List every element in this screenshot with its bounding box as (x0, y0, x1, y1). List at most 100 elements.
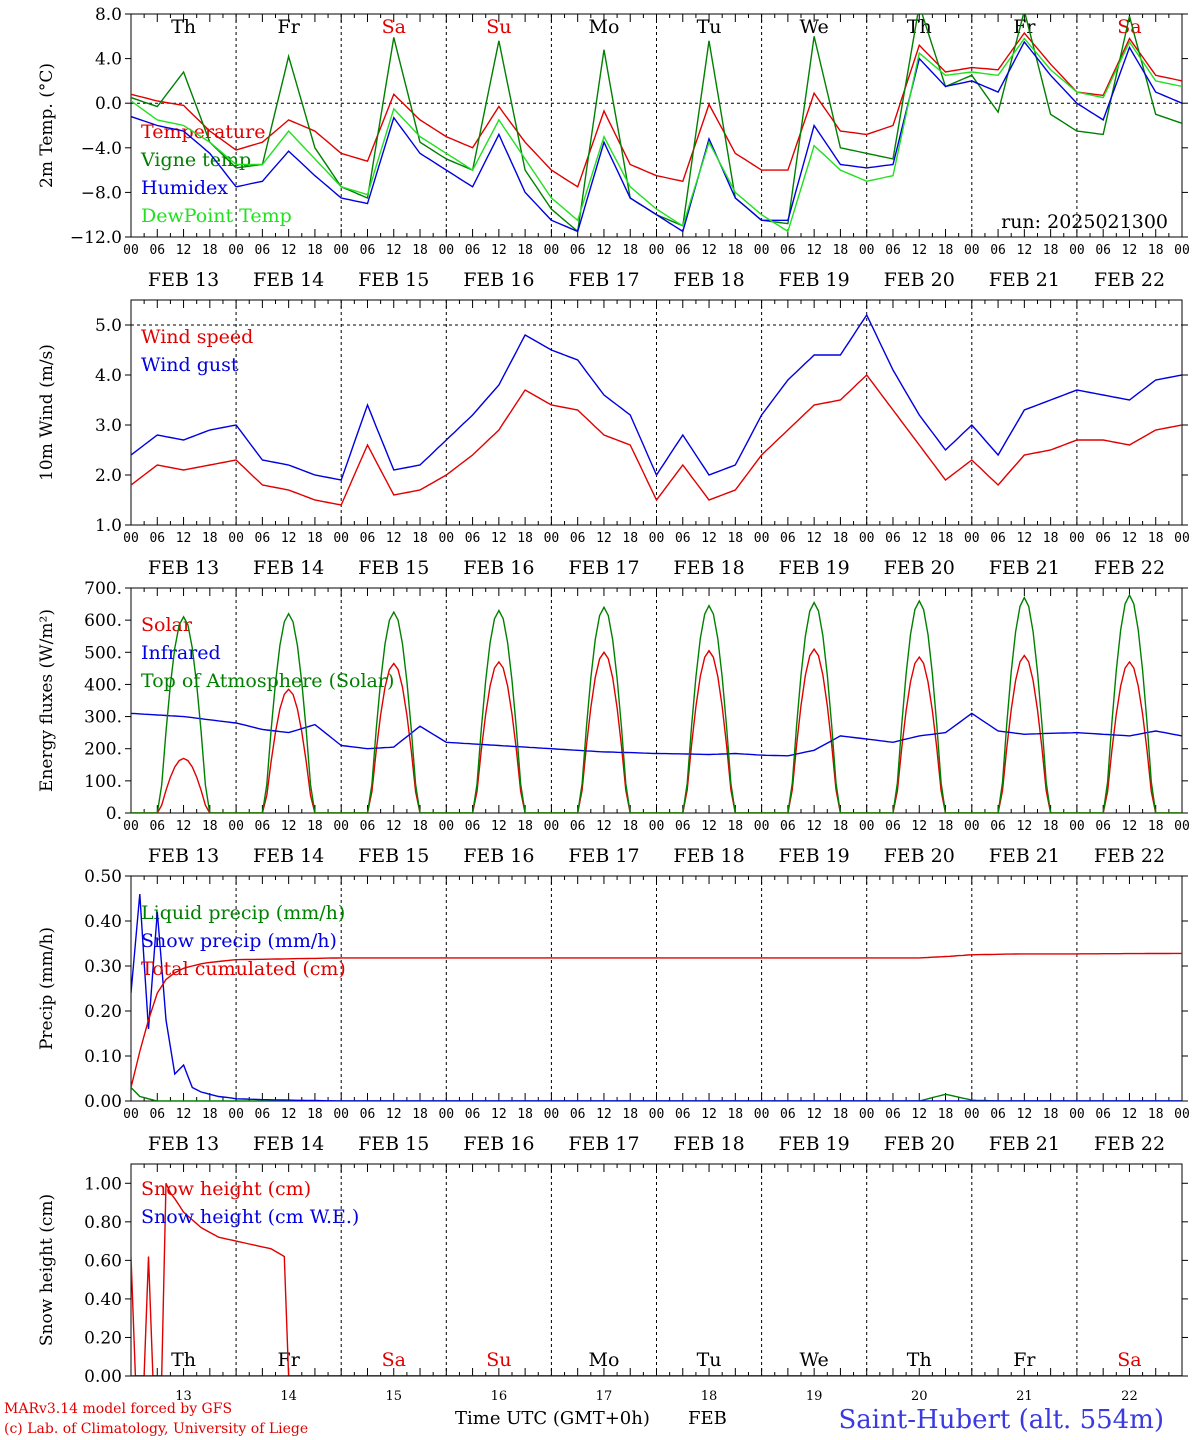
x-hour-label: 00 (1174, 1107, 1190, 1122)
x-hour-label: 06 (360, 819, 376, 834)
y-tick-label: 0.00 (84, 1092, 122, 1112)
series-line (131, 893, 1182, 1101)
series-line (131, 40, 1182, 233)
x-date-label: FEB 18 (673, 845, 744, 867)
x-hour-label: 00 (1069, 819, 1085, 834)
x-hour-label: 18 (202, 243, 218, 258)
x-hour-label: 18 (307, 531, 323, 546)
x-hour-label: 18 (727, 531, 743, 546)
x-day-number: 18 (701, 1389, 718, 1404)
x-hour-label: 00 (754, 243, 770, 258)
y-tick-label: 0.10 (84, 1047, 122, 1067)
x-hour-label: 00 (228, 243, 244, 258)
x-hour-label: 00 (1069, 531, 1085, 546)
day-name-label: Mo (588, 1349, 619, 1371)
x-day-number: 21 (1016, 1389, 1033, 1404)
x-hour-label: 00 (964, 243, 980, 258)
x-hour-label: 18 (833, 243, 849, 258)
x-hour-label: 18 (938, 243, 954, 258)
x-hour-label: 18 (202, 1107, 218, 1122)
x-date-label: FEB 15 (358, 1133, 429, 1155)
x-day-number: 22 (1121, 1389, 1138, 1404)
x-hour-label: 12 (281, 531, 297, 546)
series-line (131, 313, 1182, 481)
x-hour-label: 00 (333, 243, 349, 258)
plot-frame (130, 587, 1183, 814)
x-hour-label: 06 (149, 243, 165, 258)
x-date-label: FEB 18 (673, 269, 744, 291)
legend-entry: Snow precip (mm/h) (141, 930, 337, 952)
x-hour-label: 06 (255, 243, 271, 258)
y-tick-label: 0.20 (84, 1328, 122, 1348)
legend-entry: DewPoint Temp (141, 205, 292, 227)
x-hour-label: 18 (938, 1107, 954, 1122)
x-hour-label: 06 (465, 1107, 481, 1122)
y-tick-label: 0.20 (84, 1002, 122, 1022)
x-hour-label: 06 (149, 819, 165, 834)
y-tick-label: 1.00 (84, 1174, 122, 1194)
legend-entry: Top of Atmosphere (Solar) (141, 670, 394, 692)
x-hour-label: 18 (727, 243, 743, 258)
x-date-label: FEB 16 (463, 1133, 534, 1155)
day-name-label: We (800, 1349, 829, 1371)
x-hour-label: 18 (412, 819, 428, 834)
panel-1: −12.0 −8.0 −4.0 0.0 4.0 8.0 2m Temp. (°C) 00 06 1… (37, 5, 1190, 291)
legend-entry: Snow height (cm W.E.) (141, 1206, 359, 1228)
x-date-label: FEB 21 (989, 557, 1060, 579)
y-tick-label: 100. (84, 772, 122, 792)
x-hour-label: 18 (1043, 243, 1059, 258)
series-line (131, 647, 1182, 813)
y-tick-label: −4.0 (81, 139, 122, 159)
x-hour-label: 06 (675, 1107, 691, 1122)
x-day-number: 15 (385, 1389, 402, 1404)
day-name-label: Su (486, 1349, 511, 1371)
x-hour-label: 06 (885, 819, 901, 834)
y-axis-label: 2m Temp. (°C) (37, 63, 57, 188)
x-date-label: FEB 19 (779, 269, 850, 291)
x-date-label: FEB 21 (989, 845, 1060, 867)
x-hour-label: 18 (517, 243, 533, 258)
x-hour-label: 06 (360, 243, 376, 258)
y-tick-label: 700. (84, 579, 122, 599)
x-hour-label: 12 (1122, 1107, 1138, 1122)
x-hour-label: 06 (780, 531, 796, 546)
x-date-label: FEB 20 (884, 557, 955, 579)
x-hour-label: 06 (255, 531, 271, 546)
x-hour-label: 06 (255, 1107, 271, 1122)
x-hour-label: 12 (806, 531, 822, 546)
x-hour-label: 00 (754, 819, 770, 834)
day-name-label: Sa (1117, 1349, 1141, 1371)
x-hour-label: 12 (911, 531, 927, 546)
y-tick-label: 0.40 (84, 912, 122, 932)
x-hour-label: 18 (1148, 1107, 1164, 1122)
legend-entry: Infrared (141, 642, 221, 664)
x-date-label: FEB 22 (1094, 269, 1165, 291)
x-hour-label: 06 (885, 243, 901, 258)
x-hour-label: 18 (412, 531, 428, 546)
x-hour-label: 00 (649, 819, 665, 834)
y-tick-label: 500. (84, 643, 122, 663)
day-name-label: Th (171, 16, 196, 38)
legend-entry: Wind speed (141, 326, 253, 348)
x-hour-label: 00 (544, 243, 560, 258)
x-hour-label: 00 (649, 531, 665, 546)
x-hour-label: 12 (491, 819, 507, 834)
day-name-label: Th (907, 1349, 932, 1371)
y-axis-label: Snow height (cm) (37, 1194, 57, 1346)
x-hour-label: 00 (859, 243, 875, 258)
x-date-label: FEB 15 (358, 845, 429, 867)
x-hour-label: 18 (517, 531, 533, 546)
legend-entry: Liquid precip (mm/h) (141, 902, 345, 924)
x-hour-label: 12 (701, 531, 717, 546)
x-hour-label: 18 (202, 819, 218, 834)
x-hour-label: 18 (1043, 819, 1059, 834)
x-hour-label: 00 (438, 819, 454, 834)
x-date-label: FEB 13 (148, 557, 219, 579)
day-name-label: Fr (1013, 1349, 1036, 1371)
x-hour-label: 06 (885, 531, 901, 546)
day-name-label: Tu (697, 1349, 722, 1371)
x-hour-label: 18 (727, 1107, 743, 1122)
x-date-label: FEB 14 (253, 1133, 324, 1155)
panel-5: 0.00 0.20 0.40 0.60 0.80 1.00 Snow height (cm)… (37, 1163, 1188, 1404)
